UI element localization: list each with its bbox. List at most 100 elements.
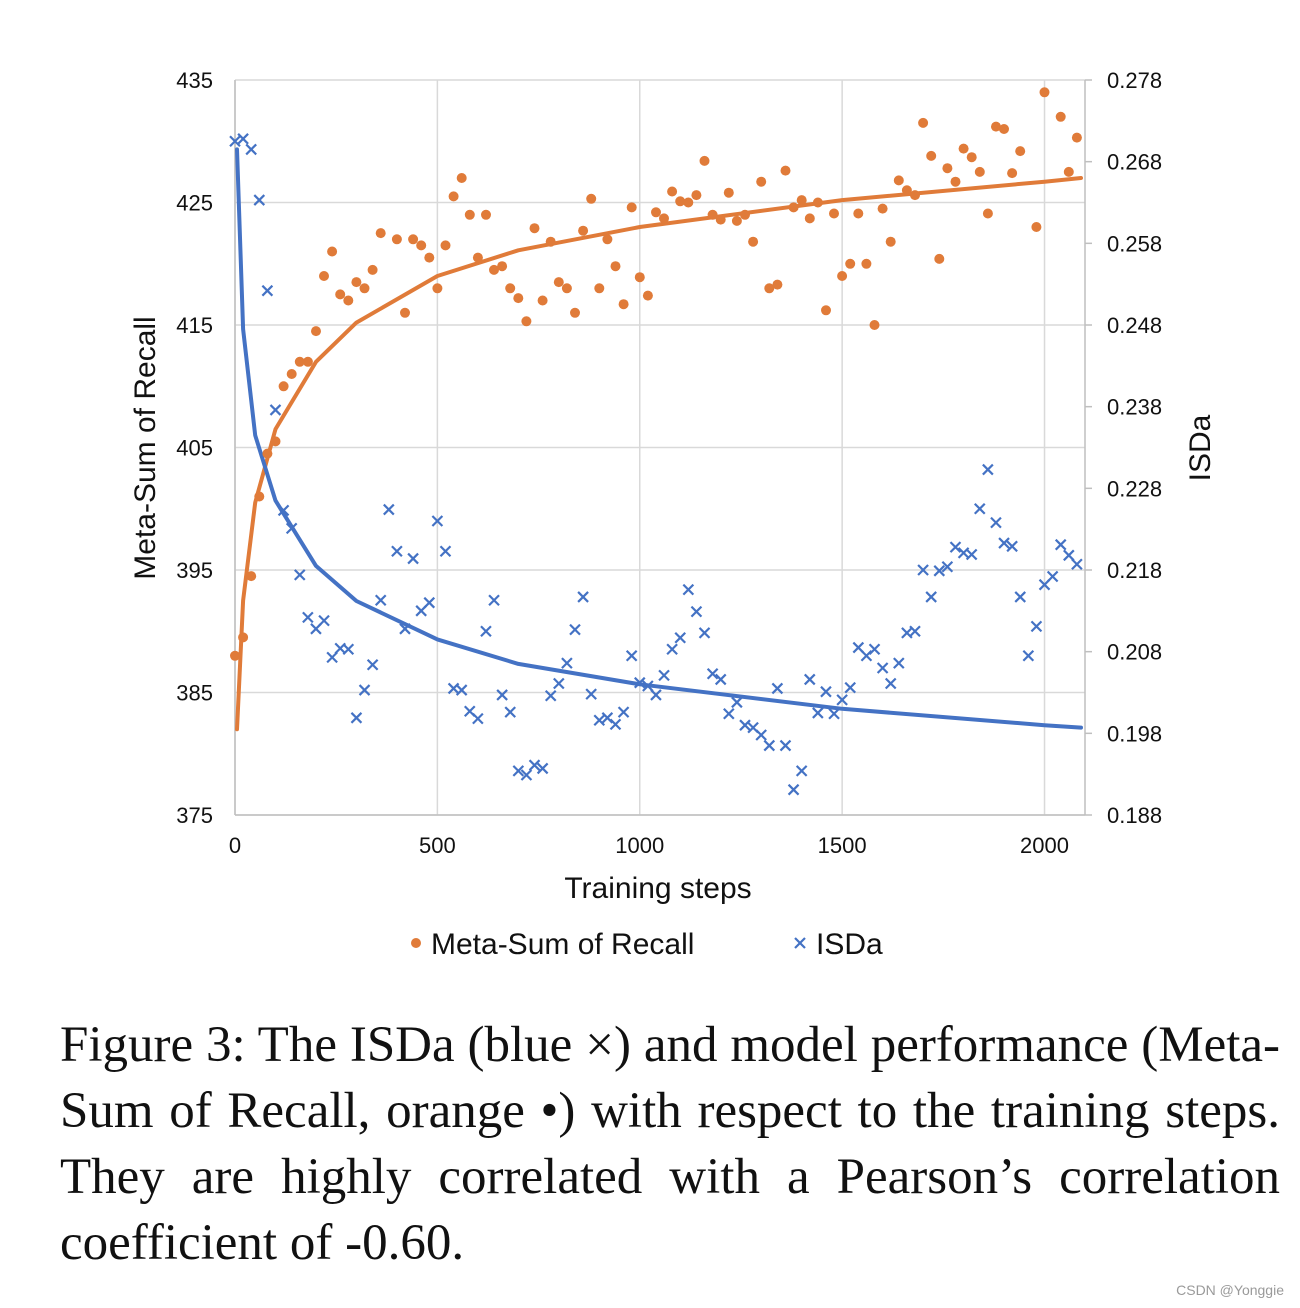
- isda-point-34: [504, 706, 517, 718]
- meta-sum-point-60: [723, 187, 734, 198]
- isda-point-99: [1030, 620, 1043, 633]
- isda-point-35: [512, 765, 525, 777]
- meta-sum-point-61: [731, 215, 742, 226]
- isda-point-82: [893, 657, 905, 669]
- meta-sum-point-36: [529, 223, 540, 234]
- isda-point-24: [423, 596, 436, 609]
- isda-point-93: [982, 463, 994, 476]
- meta-sum-point-11: [319, 271, 329, 281]
- meta-sum-point-73: [829, 208, 839, 219]
- isda-point-16: [358, 684, 371, 696]
- isda-point-3: [253, 194, 266, 206]
- meta-sum-point-99: [1055, 111, 1066, 122]
- isda-point-70: [795, 765, 808, 777]
- isda-point-37: [528, 759, 541, 771]
- meta-sum-point-69: [796, 195, 807, 206]
- meta-sum-point-0: [230, 650, 240, 661]
- legend-marker-meta-sum: [411, 938, 421, 948]
- meta-sum-point-88: [950, 176, 961, 187]
- meta-sum-point-18: [375, 228, 386, 239]
- isda-point-71: [803, 673, 816, 686]
- meta-sum-point-51: [651, 207, 661, 218]
- meta-sum-point-20: [400, 307, 410, 318]
- y2-tick-label-1: 0.198: [1107, 721, 1162, 746]
- meta-sum-point-28: [464, 209, 475, 220]
- meta-sum-point-68: [788, 202, 799, 213]
- meta-sum-point-63: [748, 236, 759, 247]
- isda-point-7: [285, 522, 298, 535]
- isda-point-18: [374, 594, 387, 606]
- meta-sum-point-30: [481, 209, 491, 220]
- meta-sum-point-33: [505, 283, 516, 294]
- isda-point-12: [326, 651, 338, 664]
- isda-point-52: [650, 689, 662, 701]
- meta-sum-point-89: [958, 143, 969, 154]
- meta-sum-point-74: [837, 271, 848, 281]
- isda-point-0: [229, 135, 241, 148]
- isda-point-20: [391, 545, 403, 557]
- isda-point-25: [431, 515, 444, 527]
- isda-point-92: [973, 502, 986, 515]
- meta-sum-point-10: [311, 326, 321, 337]
- meta-sum-point-79: [877, 203, 888, 214]
- meta-sum-point-44: [594, 283, 605, 294]
- isda-point-62: [731, 696, 743, 709]
- isda-point-15: [350, 712, 363, 724]
- meta-sum-point-38: [545, 236, 556, 247]
- isda-point-49: [625, 649, 638, 662]
- meta-sum-point-64: [756, 176, 767, 187]
- y-tick-label-5: 425: [176, 191, 213, 216]
- isda-point-41: [561, 657, 573, 669]
- meta-sum-point-66: [772, 279, 783, 290]
- y2-tick-label-9: 0.278: [1107, 68, 1162, 93]
- meta-sum-point-100: [1063, 166, 1074, 177]
- meta-sum-point-93: [991, 121, 1001, 132]
- isda-point-4: [261, 284, 274, 297]
- isda-point-94: [990, 516, 1002, 529]
- isda-point-101: [1046, 570, 1059, 583]
- y2-tick-label-6: 0.248: [1107, 313, 1162, 338]
- plot-frame: [234, 79, 1092, 816]
- meta-sum-point-58: [707, 209, 718, 220]
- meta-sum-point-71: [812, 197, 823, 208]
- meta-sum-point-14: [343, 295, 354, 306]
- x-ticks: 0 500 1000 1500 2000: [229, 833, 1069, 858]
- isda-point-47: [609, 718, 622, 731]
- isda-point-11: [318, 614, 330, 627]
- isda-point-22: [407, 552, 419, 565]
- meta-sum-point-22: [416, 240, 427, 251]
- meta-sum-point-16: [359, 283, 370, 294]
- isda-point-81: [884, 677, 897, 690]
- chart: 0 500 1000 1500 2000 375 385 395 405 415 425 435 0…: [129, 68, 1217, 961]
- meta-sum-point-83: [910, 190, 920, 201]
- isda-point-6: [277, 504, 290, 517]
- meta-sum-point-81: [893, 175, 904, 186]
- meta-sum-point-9: [302, 356, 313, 367]
- meta-sum-point-17: [367, 264, 378, 275]
- isda-point-48: [617, 706, 630, 718]
- legend: Meta-Sum of Recall ISDa: [411, 928, 883, 961]
- meta-sum-point-78: [869, 320, 880, 330]
- isda-point-98: [1022, 649, 1035, 662]
- meta-sum-point-7: [286, 369, 297, 379]
- isda-point-31: [480, 625, 492, 638]
- meta-sum-point-101: [1071, 132, 1082, 143]
- meta-sum-point-43: [586, 193, 597, 204]
- isda-point-73: [820, 685, 832, 698]
- meta-sum-point-5: [270, 436, 281, 447]
- y2-axis-label: ISDa: [1184, 414, 1217, 481]
- isda-point-76: [844, 681, 857, 694]
- y-tick-label-3: 405: [176, 436, 213, 461]
- meta-sum-point-98: [1039, 87, 1050, 98]
- meta-sum-point-82: [901, 185, 912, 196]
- isda-point-2: [245, 143, 257, 156]
- isda-point-63: [739, 719, 751, 731]
- isda-point-86: [925, 591, 937, 603]
- legend-marker-isda: [794, 937, 806, 949]
- isda-point-67: [771, 682, 784, 695]
- isda-point-79: [868, 643, 881, 655]
- x-axis-label: Training steps: [564, 872, 751, 905]
- meta-sum-point-13: [335, 289, 346, 300]
- meta-sum-point-92: [982, 208, 993, 219]
- meta-sum-point-80: [885, 236, 896, 247]
